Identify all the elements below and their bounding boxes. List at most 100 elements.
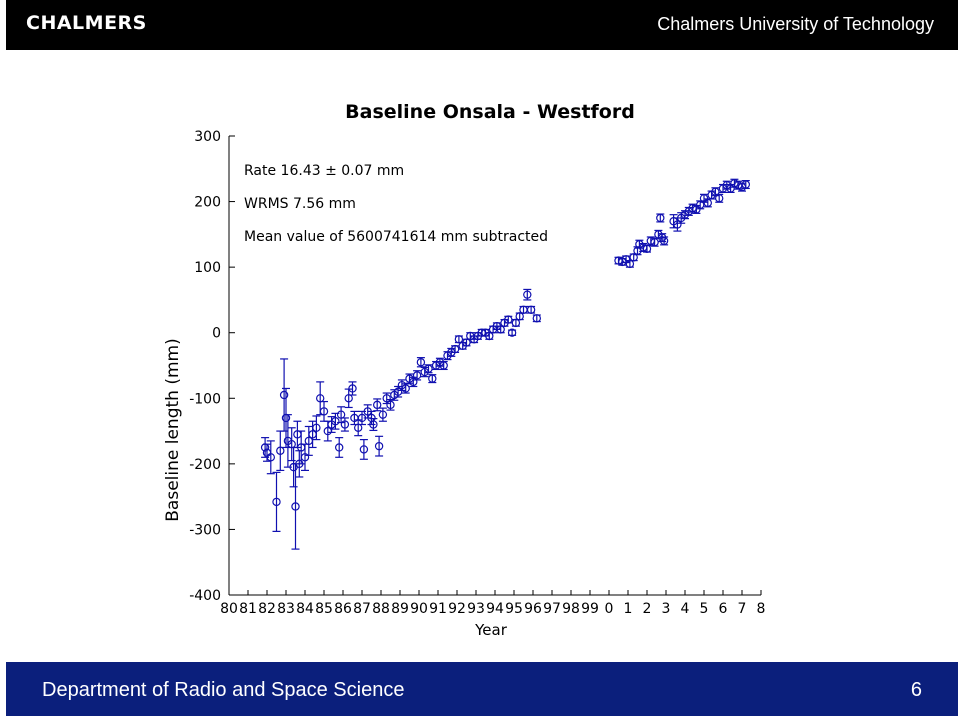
point-marker (629, 253, 638, 262)
data-point (359, 438, 369, 460)
data-point (532, 314, 542, 323)
data-point (416, 357, 426, 368)
data-point (382, 392, 391, 405)
data-point (642, 244, 652, 253)
data-point (373, 398, 382, 412)
data-point (386, 398, 395, 411)
x-tick-label: 90 (410, 601, 428, 617)
data-point (354, 419, 363, 437)
x-tick-label: 5 (700, 601, 709, 617)
point-marker (416, 358, 426, 367)
data-point (424, 364, 433, 374)
point-marker (526, 305, 536, 314)
data-point (656, 213, 665, 223)
data-point (650, 237, 659, 247)
data-point (350, 410, 359, 426)
footer-bar: Department of Radio and Space Science 6 (6, 662, 958, 716)
x-tick-label: 4 (681, 601, 690, 617)
point-marker (428, 374, 437, 383)
point-marker (340, 420, 350, 429)
point-marker (532, 314, 542, 323)
annotation-mean: Mean value of 5600741614 mm subtracted (244, 229, 548, 245)
x-tick-label: 87 (353, 601, 371, 617)
data-point (741, 179, 751, 190)
y-axis-label: Baseline length (mm) (163, 338, 183, 521)
point-marker (272, 497, 281, 507)
university-name: Chalmers University of Technology (657, 14, 934, 34)
point-marker (696, 200, 705, 210)
data-point (369, 418, 378, 432)
x-tick-label: 97 (543, 601, 561, 617)
y-tick-label: -200 (189, 457, 221, 473)
point-marker (393, 387, 403, 396)
header-bar: CHALMERS Chalmers University of Technolo… (6, 0, 958, 50)
x-tick-label: 91 (429, 601, 447, 617)
annotation-wrms: WRMS 7.56 mm (244, 196, 356, 212)
data-point (507, 328, 517, 337)
data-point (340, 417, 350, 432)
x-tick-label: 81 (239, 601, 257, 617)
x-tick-label: 92 (448, 601, 466, 617)
point-marker (319, 407, 329, 416)
x-tick-label: 2 (643, 601, 652, 617)
chart-title: Baseline Onsala - Westford (345, 101, 635, 123)
x-axis-label: Year (474, 621, 508, 639)
data-point (281, 387, 291, 449)
x-tick-label: 6 (719, 601, 728, 617)
x-tick-label: 82 (258, 601, 276, 617)
x-tick-label: 88 (372, 601, 390, 617)
point-marker (359, 445, 369, 454)
point-marker (741, 180, 751, 189)
data-point (374, 435, 384, 457)
y-tick-label: -300 (189, 522, 221, 538)
point-marker (312, 423, 321, 432)
data-point (272, 471, 281, 532)
x-tick-label: 7 (738, 601, 747, 617)
point-marker (291, 502, 300, 511)
point-marker (276, 446, 285, 455)
y-tick-label: 200 (194, 195, 221, 211)
page-number: 6 (910, 679, 922, 701)
data-point (659, 236, 669, 246)
x-tick-label: 0 (605, 601, 614, 617)
y-tick-label: 300 (194, 129, 221, 145)
point-marker (401, 384, 410, 393)
point-marker (374, 441, 384, 451)
data-point (428, 374, 437, 384)
x-tick-label: 1 (624, 601, 633, 617)
point-marker (711, 187, 720, 196)
point-marker (715, 194, 724, 203)
point-marker (412, 371, 422, 380)
data-point (439, 360, 448, 371)
annotation-rate: Rate 16.43 ± 0.07 mm (244, 163, 404, 179)
point-marker (424, 364, 433, 373)
x-tick-label: 96 (524, 601, 542, 617)
point-marker (409, 377, 418, 387)
department-name: Department of Radio and Space Science (42, 679, 405, 701)
baseline-chart: Baseline Onsala - Westford Rate 16.43 ± … (163, 101, 765, 639)
y-tick-label: 0 (212, 326, 221, 342)
point-marker (373, 400, 382, 410)
data-point (409, 376, 418, 388)
data-point (711, 187, 720, 197)
x-tick-label: 83 (277, 601, 295, 617)
data-point (703, 198, 713, 208)
point-marker (300, 453, 310, 462)
data-point (378, 407, 388, 422)
point-marker (659, 236, 669, 246)
x-tick-label: 3 (662, 601, 671, 617)
x-tick-label: 98 (562, 601, 580, 617)
point-marker (382, 394, 391, 403)
data-point (276, 430, 285, 472)
data-point (335, 437, 344, 458)
x-tick-label: 80 (220, 601, 238, 617)
point-marker (656, 213, 665, 223)
point-marker (331, 417, 340, 426)
point-marker (439, 361, 448, 370)
data-point (287, 427, 296, 462)
x-tick-label: 8 (757, 601, 766, 617)
data-point (348, 381, 357, 396)
x-tick-label: 85 (315, 601, 333, 617)
data-point (319, 400, 329, 422)
